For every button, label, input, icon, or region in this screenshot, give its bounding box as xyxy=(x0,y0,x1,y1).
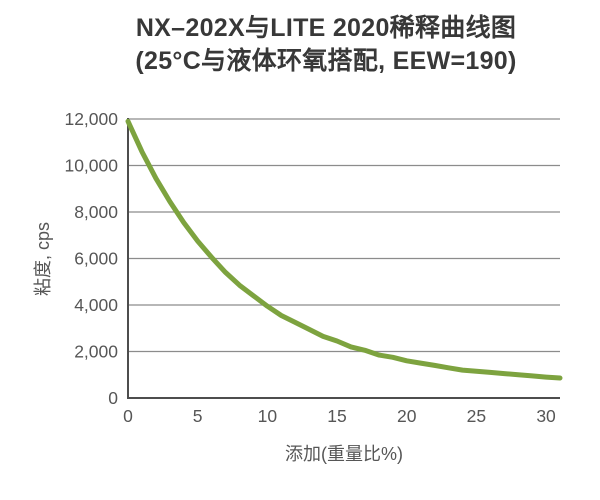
y-tick-label-12000: 12,000 xyxy=(64,109,118,129)
y-axis-title: 粘度, cps xyxy=(33,222,53,297)
y-tick-label-10000: 10,000 xyxy=(64,156,118,176)
y-tick-label-0: 0 xyxy=(108,388,118,408)
chart-subtitle: (25°C与液体环氧搭配, EEW=190) xyxy=(135,47,517,75)
x-tick-label-20: 20 xyxy=(397,406,417,426)
series-curve-0 xyxy=(125,118,563,381)
y-tick-label-8000: 8,000 xyxy=(74,202,118,222)
chart-title-block: NX–202X与LITE 2020稀释曲线图 (25°C与液体环氧搭配, EEW… xyxy=(26,12,600,78)
y-tick-label-4000: 4,000 xyxy=(74,295,118,315)
x-tick-label-25: 25 xyxy=(467,406,486,426)
x-tick-label-5: 5 xyxy=(193,406,203,426)
x-tick-label-30: 30 xyxy=(536,406,556,426)
chart-title: NX–202X与LITE 2020稀释曲线图 xyxy=(135,14,517,42)
x-tick-label-10: 10 xyxy=(258,406,278,426)
x-tick-label-15: 15 xyxy=(327,406,346,426)
x-axis-title: 添加(重量比%) xyxy=(285,444,403,464)
y-tick-label-2000: 2,000 xyxy=(74,342,118,362)
x-tick-label-0: 0 xyxy=(123,406,133,426)
y-tick-label-6000: 6,000 xyxy=(74,249,118,269)
